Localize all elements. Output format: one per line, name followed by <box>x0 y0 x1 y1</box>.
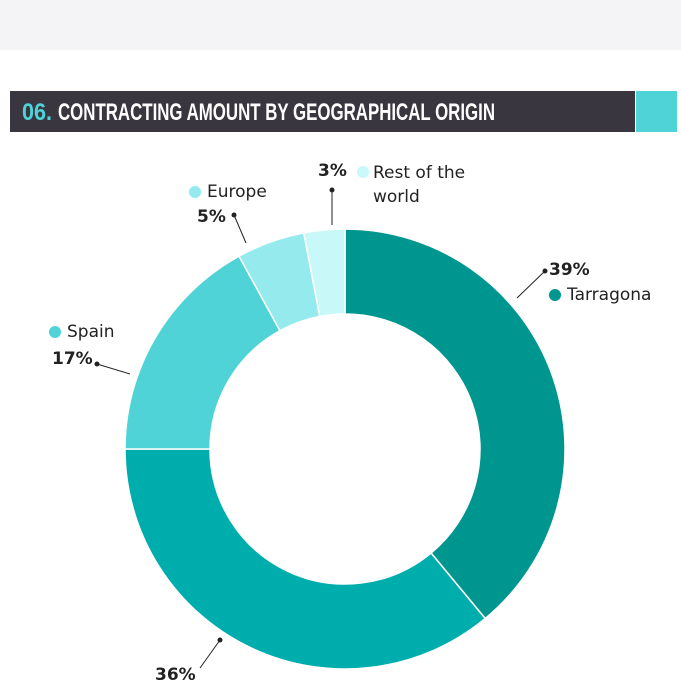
leader-dot <box>231 212 237 218</box>
title-bar <box>10 91 635 132</box>
category-label: Rest of the world <box>373 163 466 207</box>
leader-line <box>199 639 221 669</box>
category-label: Spain <box>67 322 115 342</box>
value-label: 3% <box>318 161 347 181</box>
leader-dot <box>329 187 335 193</box>
title-number: 06. <box>22 99 52 126</box>
value-label: 17% <box>52 349 93 369</box>
chart-title: CONTRACTING AMOUNT BY GEOGRAPHICAL ORIGI… <box>58 99 495 126</box>
value-label: 36% <box>155 665 196 685</box>
donut-segment <box>124 255 281 450</box>
leader-line <box>96 363 131 375</box>
category-label: Europe <box>207 182 267 202</box>
leader-dot <box>217 637 223 643</box>
value-label: 5% <box>197 207 226 227</box>
top-band <box>0 0 681 50</box>
legend-dot <box>549 289 561 301</box>
category-label: Tarragona <box>567 285 652 305</box>
title-accent <box>636 91 677 132</box>
leader-dot <box>94 361 100 367</box>
leader-line <box>516 270 546 299</box>
donut-segment <box>124 448 487 670</box>
legend-dot <box>357 166 369 178</box>
donut-segment <box>344 228 566 620</box>
leader-line <box>233 214 247 244</box>
legend-dot <box>49 326 61 338</box>
value-label: 39% <box>549 260 590 280</box>
donut-segment <box>302 228 346 318</box>
legend-dot <box>189 186 201 198</box>
leader-dot <box>542 268 548 274</box>
